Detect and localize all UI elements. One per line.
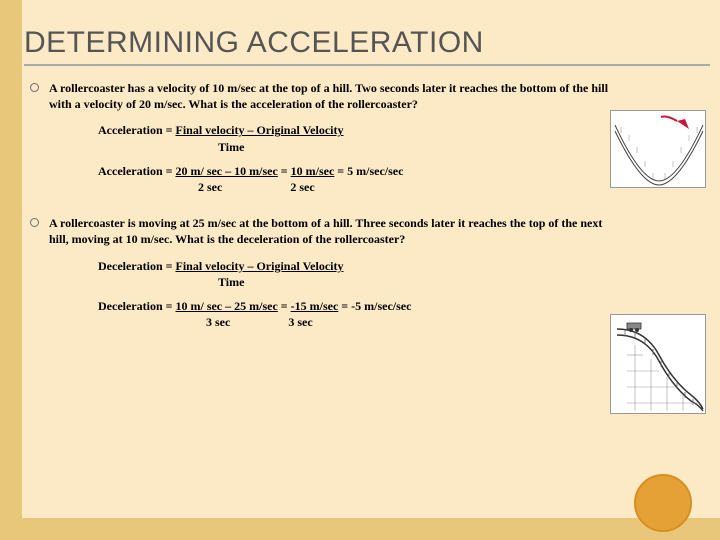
bullet-icon xyxy=(30,218,39,227)
slide-title: DETERMINING ACCELERATION xyxy=(24,26,710,60)
calc-label: Deceleration = xyxy=(98,299,175,313)
calc-step2-num: -15 m/sec xyxy=(291,299,339,313)
calc-step2-den: 3 sec xyxy=(288,315,312,329)
calc-step2-den: 2 sec xyxy=(290,180,314,194)
formula-numerator: Final velocity – Original Velocity xyxy=(175,123,343,137)
calc-step1-den: 3 sec xyxy=(206,315,230,329)
problem-1: A rollercoaster has a velocity of 10 m/s… xyxy=(24,80,710,112)
calc-result: 5 m/sec/sec xyxy=(347,164,403,178)
formula-label: Deceleration = xyxy=(98,259,175,273)
illustration-track xyxy=(610,314,706,414)
left-accent-bar xyxy=(0,0,22,540)
formula-numerator: Final velocity – Original Velocity xyxy=(175,259,343,273)
calc-step1-num: 20 m/ sec – 10 m/sec xyxy=(175,164,277,178)
calc-label: Acceleration = xyxy=(98,164,175,178)
problem-2: A rollercoaster is moving at 25 m/sec at… xyxy=(24,215,710,247)
illustration-valley xyxy=(610,110,706,188)
formula-denominator: Time xyxy=(218,275,244,289)
calc-result: -5 m/sec/sec xyxy=(351,299,411,313)
bullet-icon xyxy=(30,83,39,92)
formula-denominator: Time xyxy=(218,140,244,154)
bottom-accent-bar xyxy=(0,518,720,540)
formula-label: Acceleration = xyxy=(98,123,175,137)
calc-step1-num: 10 m/ sec – 25 m/sec xyxy=(175,299,277,313)
title-underline xyxy=(24,64,710,66)
calc-step2-num: 10 m/sec xyxy=(291,164,335,178)
calc-step1-den: 2 sec xyxy=(198,180,222,194)
problem-1-text: A rollercoaster has a velocity of 10 m/s… xyxy=(49,80,609,112)
problem-2-text: A rollercoaster is moving at 25 m/sec at… xyxy=(49,215,609,247)
slide-content: DETERMINING ACCELERATION A rollercoaster… xyxy=(24,26,710,516)
problem-2-formula: Deceleration = Final velocity – Original… xyxy=(98,258,710,290)
